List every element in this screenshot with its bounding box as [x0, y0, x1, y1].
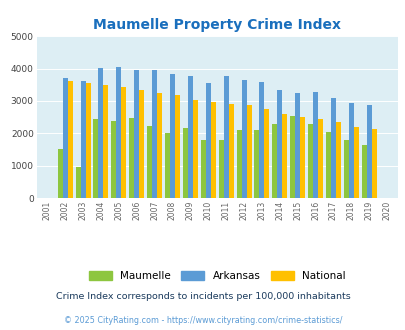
Bar: [259, 82, 264, 198]
Bar: [371, 129, 376, 198]
Bar: [85, 82, 90, 198]
Bar: [139, 90, 144, 198]
Bar: [317, 119, 322, 198]
Bar: [116, 67, 121, 198]
Bar: [343, 140, 348, 198]
Bar: [164, 133, 170, 198]
Bar: [175, 94, 179, 198]
Bar: [182, 128, 188, 198]
Bar: [93, 119, 98, 198]
Bar: [75, 167, 80, 198]
Bar: [103, 85, 108, 198]
Bar: [294, 93, 299, 198]
Legend: Maumelle, Arkansas, National: Maumelle, Arkansas, National: [89, 271, 345, 281]
Text: Crime Index corresponds to incidents per 100,000 inhabitants: Crime Index corresponds to incidents per…: [55, 292, 350, 301]
Bar: [228, 104, 233, 198]
Bar: [246, 105, 251, 198]
Bar: [236, 130, 241, 198]
Bar: [307, 124, 312, 198]
Bar: [157, 93, 162, 198]
Bar: [68, 81, 72, 198]
Title: Maumelle Property Crime Index: Maumelle Property Crime Index: [93, 18, 340, 32]
Bar: [361, 145, 366, 198]
Bar: [223, 76, 228, 198]
Bar: [325, 132, 330, 198]
Bar: [152, 70, 157, 198]
Bar: [330, 98, 335, 198]
Bar: [218, 140, 223, 198]
Text: © 2025 CityRating.com - https://www.cityrating.com/crime-statistics/: © 2025 CityRating.com - https://www.city…: [64, 316, 341, 325]
Bar: [299, 117, 305, 198]
Bar: [200, 140, 205, 198]
Bar: [210, 102, 215, 198]
Bar: [290, 115, 294, 198]
Bar: [129, 118, 134, 198]
Bar: [254, 130, 259, 198]
Bar: [272, 124, 277, 198]
Bar: [58, 149, 62, 198]
Bar: [366, 105, 371, 198]
Bar: [147, 126, 152, 198]
Bar: [312, 92, 317, 198]
Bar: [121, 87, 126, 198]
Bar: [241, 80, 246, 198]
Bar: [353, 126, 358, 198]
Bar: [277, 90, 281, 198]
Bar: [111, 121, 116, 198]
Bar: [192, 100, 197, 198]
Bar: [62, 78, 68, 198]
Bar: [98, 68, 103, 198]
Bar: [335, 122, 340, 198]
Bar: [348, 103, 353, 198]
Bar: [264, 109, 269, 198]
Bar: [134, 70, 139, 198]
Bar: [205, 83, 210, 198]
Bar: [170, 74, 175, 198]
Bar: [281, 114, 287, 198]
Bar: [188, 76, 192, 198]
Bar: [80, 81, 85, 198]
